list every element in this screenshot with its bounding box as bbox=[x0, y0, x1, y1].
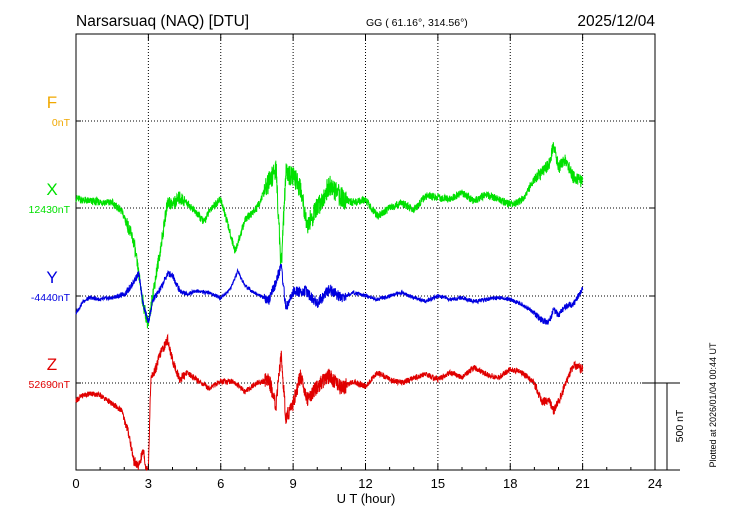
series-layer bbox=[75, 142, 584, 472]
x-tick-label: 0 bbox=[72, 476, 79, 491]
channel-label-f: F bbox=[47, 93, 57, 112]
x-tick-label: 3 bbox=[145, 476, 152, 491]
channel-label-z: Z bbox=[47, 355, 57, 374]
channel-baseline-z: 52690nT bbox=[29, 379, 71, 391]
x-tick-label: 15 bbox=[431, 476, 445, 491]
scale-bar-label: 500 nT bbox=[674, 409, 686, 442]
channel-baseline-x: 12430nT bbox=[29, 204, 71, 216]
scale-bar: 500 nT bbox=[642, 382, 686, 471]
channel-labels: F 0nT X 12430nT Y -4440nT Z 52690nT bbox=[29, 93, 71, 391]
x-tick-label: 9 bbox=[290, 476, 297, 491]
x-axis: 0 3 6 9 12 15 18 21 24 bbox=[72, 34, 662, 491]
series-trace-y bbox=[75, 263, 584, 325]
x-tick-label: 18 bbox=[503, 476, 517, 491]
plotted-timestamp: Plotted at 2026/01/04 00:44 UT bbox=[708, 342, 718, 468]
station-title: Narsarsuaq (NAQ) [DTU] bbox=[76, 13, 249, 30]
channel-baseline-f: 0nT bbox=[52, 117, 71, 129]
grid bbox=[76, 34, 655, 470]
x-tick-label: 21 bbox=[575, 476, 589, 491]
channel-label-y: Y bbox=[46, 268, 57, 287]
plot-frame bbox=[75, 33, 656, 471]
geographic-coordinates: GG ( 61.16°, 314.56°) bbox=[366, 17, 468, 29]
x-tick-label: 12 bbox=[358, 476, 372, 491]
channel-baseline-y: -4440nT bbox=[31, 292, 71, 304]
series-trace-x bbox=[75, 142, 584, 329]
series-trace-z bbox=[75, 333, 584, 472]
x-axis-label: U T (hour) bbox=[337, 491, 396, 506]
channel-label-x: X bbox=[46, 180, 57, 199]
x-tick-label: 6 bbox=[217, 476, 224, 491]
plot-date: 2025/12/04 bbox=[577, 13, 655, 30]
x-tick-label: 24 bbox=[648, 476, 662, 491]
